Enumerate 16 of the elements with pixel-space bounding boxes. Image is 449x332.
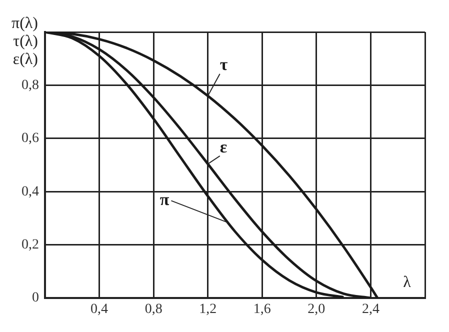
y-tick-label: 0,6: [22, 131, 39, 146]
series-label: ε: [220, 137, 228, 156]
x-tick-label: 2,0: [308, 302, 326, 318]
x-axis-title: λ: [403, 274, 412, 292]
series-label: τ: [220, 55, 228, 74]
y-tick-label: 0,4: [22, 184, 39, 200]
x-tick-label: 1,2: [199, 302, 217, 318]
y-tick-label: 0: [32, 290, 39, 306]
x-tick-label: 1,6: [253, 302, 271, 318]
y-axis-title: π(λ) τ(λ) ε(λ): [12, 15, 38, 68]
x-tick-label: 0,4: [90, 302, 108, 318]
y-tick-label: 0,8: [22, 78, 39, 93]
series-label: π: [160, 190, 170, 210]
y-tick-label: 0,2: [22, 237, 39, 252]
x-tick-label: 2,4: [362, 302, 380, 318]
x-tick-label: 0,8: [144, 302, 162, 318]
